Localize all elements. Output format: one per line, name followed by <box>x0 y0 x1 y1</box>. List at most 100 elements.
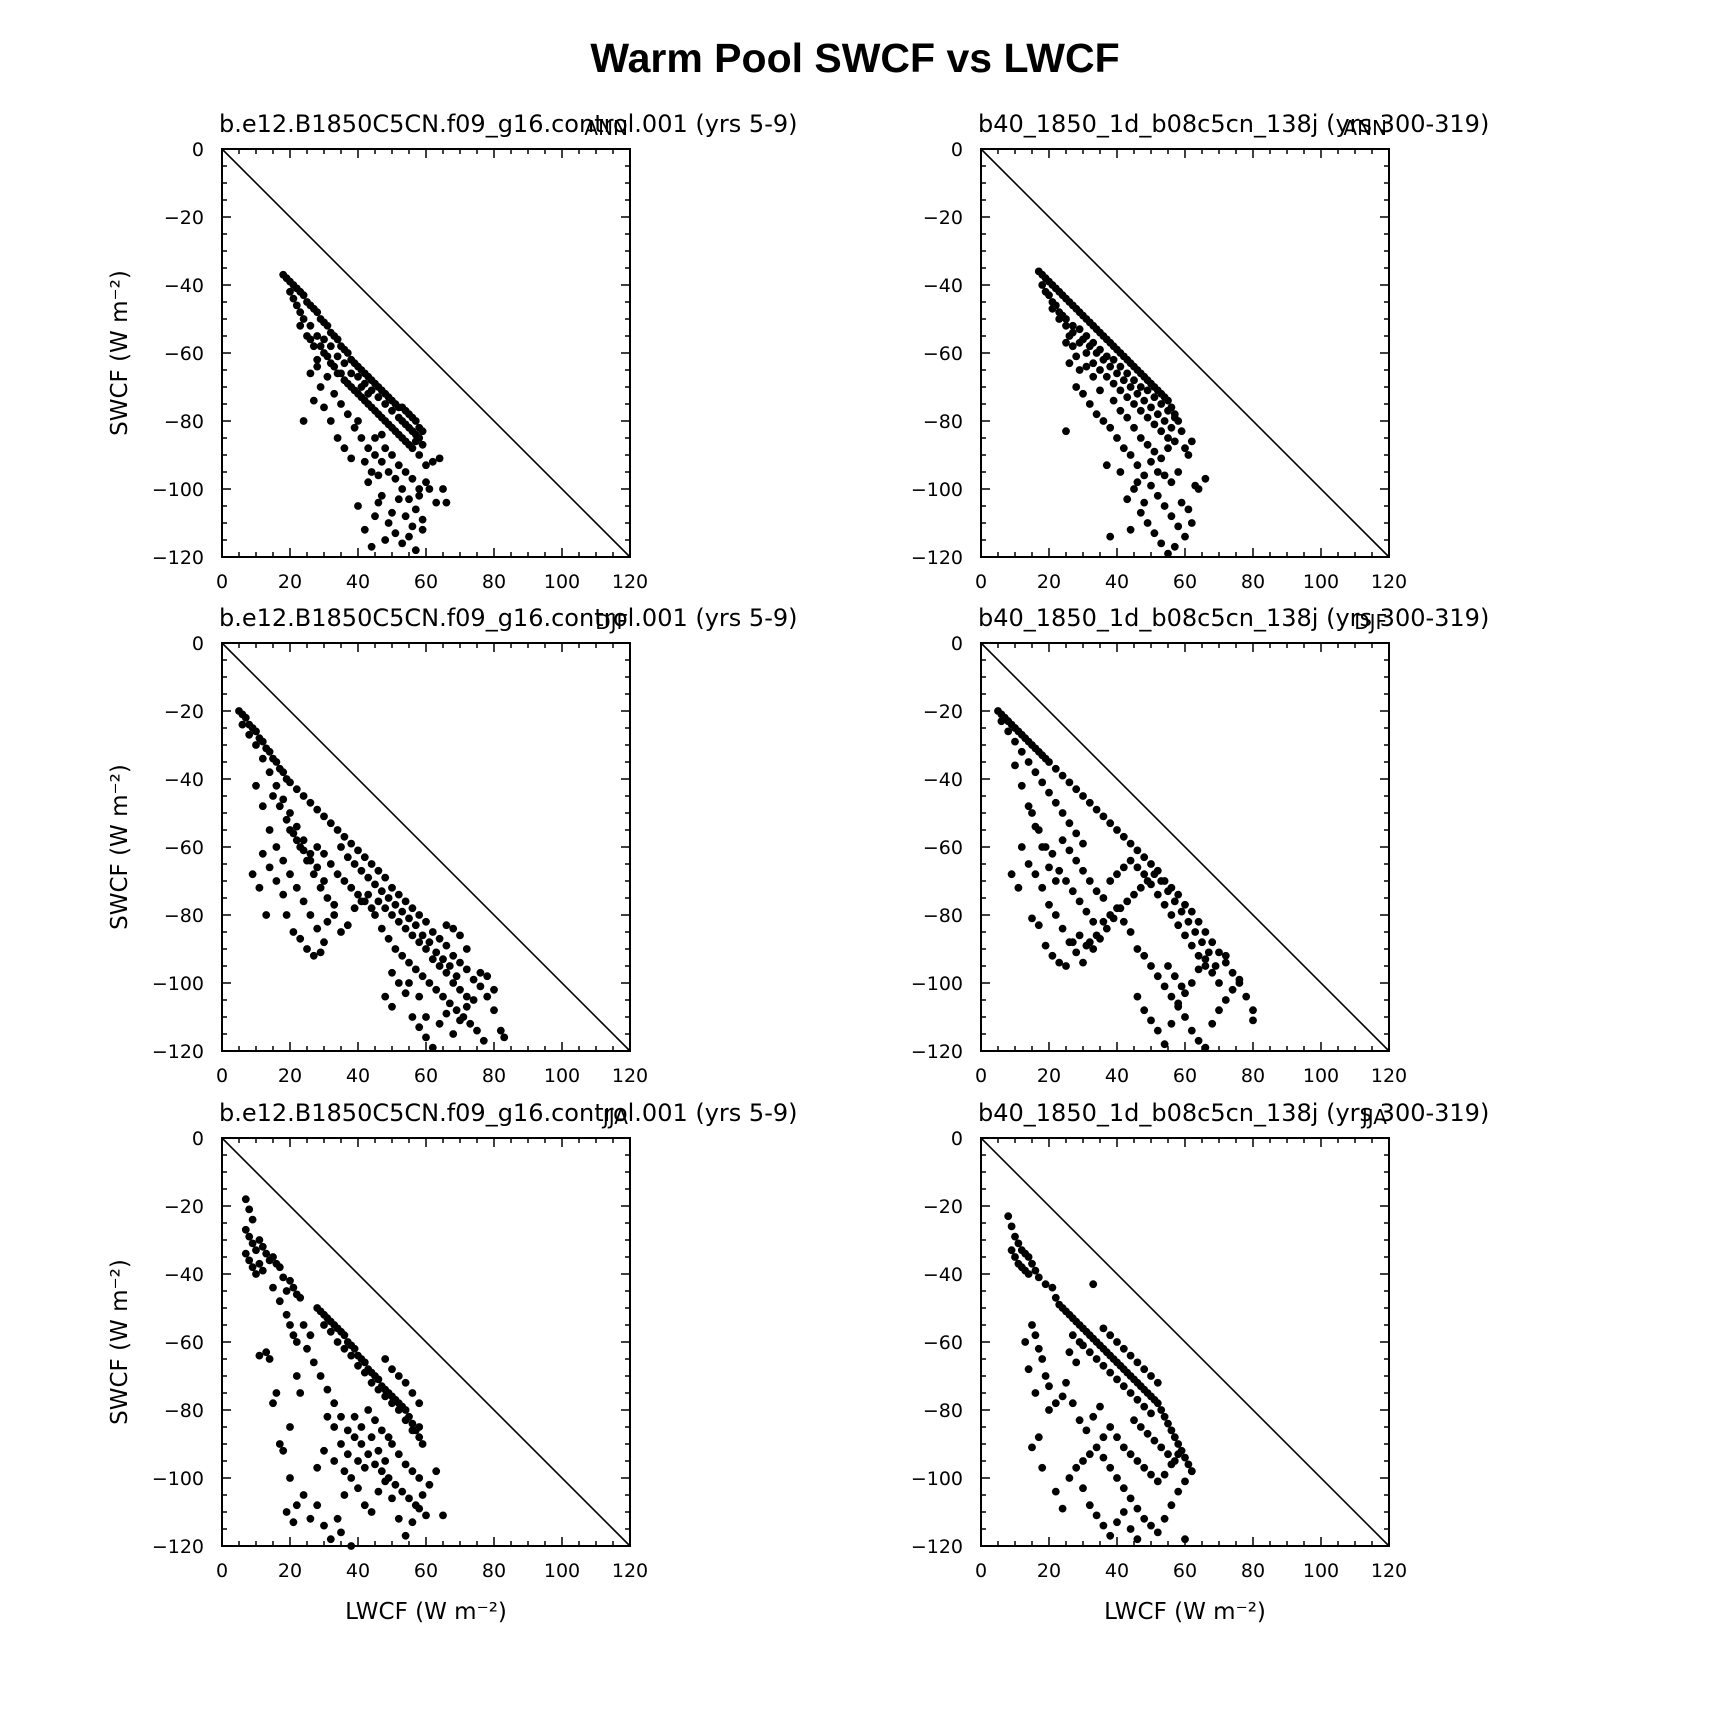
data-point <box>381 536 390 544</box>
data-point <box>340 359 349 368</box>
data-point <box>1089 1412 1098 1421</box>
data-point <box>1085 1450 1094 1459</box>
data-point <box>384 420 393 429</box>
x-tick-label: 20 <box>278 571 302 593</box>
data-point <box>340 1331 349 1340</box>
data-point <box>269 792 277 800</box>
data-point <box>313 355 322 364</box>
x-tick-label: 80 <box>482 571 506 593</box>
data-point <box>357 866 366 875</box>
data-point <box>1228 985 1237 994</box>
data-point <box>360 1368 369 1377</box>
y-tick-label: −20 <box>923 1196 963 1218</box>
data-point <box>381 873 390 882</box>
data-point <box>316 1372 325 1380</box>
data-point <box>1038 1355 1047 1363</box>
data-point <box>1072 856 1081 865</box>
data-point <box>415 1504 424 1513</box>
data-point <box>1126 856 1135 865</box>
data-point <box>377 457 386 466</box>
data-point <box>466 1019 475 1028</box>
data-point <box>1075 931 1084 940</box>
data-point <box>292 1338 301 1346</box>
reference-line <box>221 1137 631 1547</box>
data-point <box>286 1423 294 1431</box>
data-points <box>1004 1212 1196 1544</box>
data-point <box>374 498 383 507</box>
data-point <box>1102 461 1111 470</box>
data-point <box>377 413 386 422</box>
data-point <box>374 1375 383 1384</box>
panel-title: b40_1850_1d_b08c5cn_138j (yrs 300-319) <box>978 604 1489 632</box>
data-point <box>1133 992 1142 1001</box>
data-point <box>313 362 322 371</box>
data-point <box>350 1412 359 1421</box>
data-point <box>418 1491 427 1499</box>
x-tick-label: 20 <box>278 1560 302 1582</box>
y-axis-label: SWCF (W m⁻²) <box>107 764 133 930</box>
data-point <box>377 430 386 439</box>
data-point <box>432 498 441 507</box>
data-point <box>1167 911 1176 919</box>
data-point <box>435 934 444 943</box>
data-point <box>1092 1443 1101 1452</box>
data-point <box>394 1372 403 1380</box>
data-point <box>1133 1358 1142 1367</box>
data-point <box>1126 928 1135 936</box>
y-tick-label: −80 <box>164 1400 204 1422</box>
data-point <box>1187 1026 1196 1035</box>
data-point <box>350 386 359 395</box>
season-label: ANN <box>1343 116 1387 140</box>
data-point <box>1048 304 1057 313</box>
data-point <box>1048 1283 1057 1292</box>
data-point <box>337 1412 345 1421</box>
data-point <box>299 1491 308 1499</box>
data-point <box>1181 1535 1189 1544</box>
x-tick-label: 80 <box>482 1560 506 1582</box>
data-point <box>1051 911 1060 919</box>
data-point <box>371 880 379 889</box>
data-point <box>337 369 345 378</box>
y-tick-label: −40 <box>923 275 963 297</box>
data-point <box>415 1023 424 1032</box>
data-point <box>354 846 362 855</box>
y-tick-label: −60 <box>923 1332 963 1354</box>
data-point <box>1119 1484 1128 1493</box>
data-point <box>343 1450 352 1459</box>
data-point <box>303 1344 311 1353</box>
data-point <box>1187 437 1196 446</box>
data-point <box>408 1426 417 1435</box>
data-point <box>1181 532 1189 541</box>
data-point <box>391 945 400 953</box>
data-point <box>1184 917 1193 926</box>
data-point <box>1041 1372 1050 1380</box>
data-point <box>1174 1450 1183 1459</box>
data-point <box>408 1419 417 1428</box>
data-point <box>469 996 478 1004</box>
data-point <box>1041 1280 1050 1289</box>
data-point <box>377 1426 386 1435</box>
data-point <box>1058 1392 1067 1401</box>
data-point <box>388 1365 396 1374</box>
data-point <box>1153 1378 1162 1387</box>
data-point <box>1204 948 1213 957</box>
data-point <box>323 1412 332 1421</box>
data-point <box>1102 372 1111 381</box>
data-point <box>1126 1450 1135 1459</box>
x-tick-label: 60 <box>414 571 438 593</box>
data-point <box>442 1009 451 1018</box>
data-point <box>415 1474 424 1482</box>
data-point <box>1160 982 1169 991</box>
data-point <box>1170 897 1179 906</box>
data-point <box>1106 1463 1115 1472</box>
data-point <box>1099 812 1108 821</box>
data-point <box>282 911 291 919</box>
data-point <box>1116 468 1125 476</box>
x-tick-label: 0 <box>216 571 228 593</box>
data-point <box>323 917 332 926</box>
x-tick-label: 100 <box>1303 571 1339 593</box>
data-point <box>415 1423 424 1431</box>
reference-line <box>221 148 631 558</box>
data-point <box>1048 849 1057 858</box>
data-point <box>360 1501 369 1510</box>
